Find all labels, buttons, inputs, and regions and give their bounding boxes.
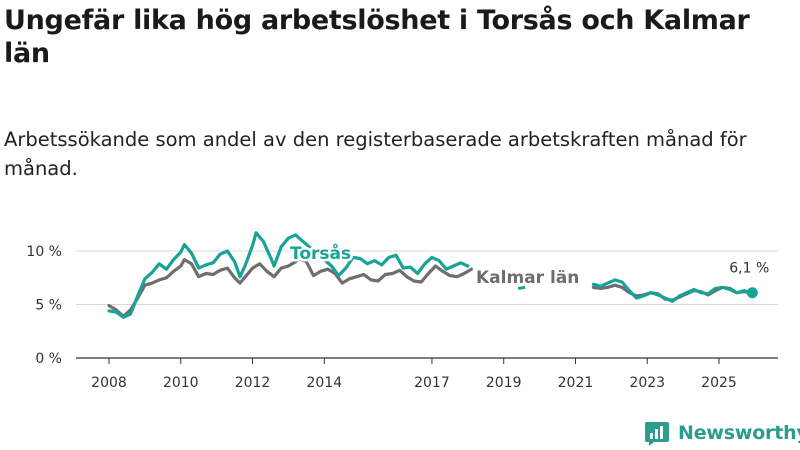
x-tick-label: 2023 bbox=[629, 375, 665, 391]
x-tick-label: 2017 bbox=[414, 375, 450, 391]
series-line-torsas bbox=[107, 231, 470, 319]
end-point-marker bbox=[746, 287, 758, 299]
brand: Newsworthy bbox=[644, 418, 800, 448]
x-tick-label: 2025 bbox=[701, 375, 737, 391]
series-fragment-torsas bbox=[552, 277, 559, 285]
page-title: Ungefär lika hög arbetslöshet i Torsås o… bbox=[4, 5, 750, 69]
y-tick-label: 5 % bbox=[35, 298, 62, 314]
x-tick-label: 2010 bbox=[163, 375, 199, 391]
brand-name: Newsworthy bbox=[678, 422, 800, 444]
series-line-torsas bbox=[591, 278, 753, 303]
page-subtitle: Arbetssökande som andel av den registerb… bbox=[4, 128, 747, 180]
x-tick-label: 2014 bbox=[306, 375, 342, 391]
y-tick-label: 0 % bbox=[35, 351, 62, 367]
x-tick-label: 2019 bbox=[486, 375, 522, 391]
series-line-kalmar-lan bbox=[107, 256, 473, 318]
series-line-kalmar-lan bbox=[591, 283, 753, 302]
x-tick-label: 2012 bbox=[235, 375, 271, 391]
series-label-kalmar-lan: Kalmar län bbox=[476, 268, 579, 288]
series-label-torsas: Torsås bbox=[290, 242, 351, 264]
series-fragment-torsas bbox=[517, 285, 526, 290]
end-value-label: 6,1 % bbox=[729, 261, 769, 277]
newsworthy-logo-icon bbox=[645, 422, 669, 446]
x-tick-label: 2021 bbox=[558, 375, 594, 391]
y-tick-label: 10 % bbox=[26, 244, 62, 260]
x-tick-label: 2008 bbox=[91, 375, 127, 391]
